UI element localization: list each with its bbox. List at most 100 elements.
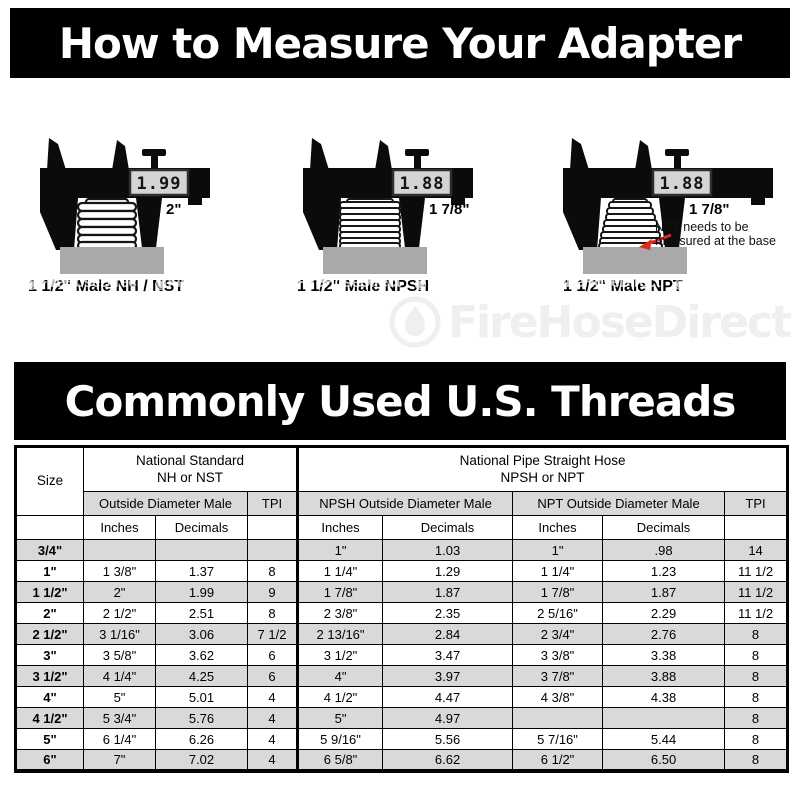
fitting-base <box>323 247 427 274</box>
column-header-od-male: Outside Diameter Male <box>83 491 248 516</box>
column-header-decimals: Decimals <box>602 515 726 540</box>
table-cell: 1 7/8" <box>296 581 384 603</box>
table-cell: 8 <box>724 644 789 666</box>
table-cell: 3 7/8" <box>512 665 604 687</box>
table-cell: 3.06 <box>155 623 248 645</box>
table-row: 3/4" 1" 1.03 1" .98 14 <box>15 539 789 561</box>
table-row: 3" 3 5/8" 3.62 6 3 1/2" 3.47 3 3/8" 3.38 8 <box>15 644 789 666</box>
table-cell: 5" <box>296 707 384 729</box>
table-cell: 2.29 <box>602 602 726 624</box>
table-cell: 8 <box>246 560 299 582</box>
table-cell: 5" <box>83 686 156 708</box>
table-cell: 1.03 <box>382 539 514 561</box>
column-header-size: Size <box>15 446 84 516</box>
table-cell: 4 <box>246 749 299 773</box>
table-row: 2" 2 1/2" 2.51 8 2 3/8" 2.35 2 5/16" 2.29 11 1/2 <box>15 602 789 624</box>
column-header-npt-od-male: NPT Outside Diameter Male <box>512 491 726 516</box>
table-cell: 5 3/4" <box>83 707 156 729</box>
caliper-illustration: 1.99 2" <box>40 138 210 274</box>
npt-annotation: NPT needs to be measured at the base <box>655 220 776 249</box>
table-cell: 4.47 <box>382 686 514 708</box>
caliper-display <box>391 168 453 197</box>
table-cell: 8 <box>724 707 789 729</box>
column-header-npsh-od-male: NPSH Outside Diameter Male <box>296 491 514 516</box>
firehosedirect-watermark: FireHoseDirect <box>388 291 792 353</box>
caliper-display-value: 1.88 <box>660 174 705 194</box>
table-cell: 1.99 <box>155 581 248 603</box>
page-title: How to Measure Your Adapter <box>58 18 742 68</box>
table-cell: 5.56 <box>382 728 514 750</box>
table-cell: 4 <box>246 728 299 750</box>
table-cell: 3.88 <box>602 665 726 687</box>
table-cell: 1 3/8" <box>83 560 156 582</box>
table-cell: 3 1/16" <box>83 623 156 645</box>
caliper-figure-npsh: 1.88 1 7/8" 1 1/2" Male NPSH <box>283 100 533 296</box>
table-header: Size National Standard NH or NST Nationa… <box>15 446 789 540</box>
table-cell: 3 3/8" <box>512 644 604 666</box>
table-cell: 2 3/4" <box>512 623 604 645</box>
table-cell <box>246 539 299 561</box>
table-cell: 9 <box>246 581 299 603</box>
table-cell: 3 1/2" <box>15 665 84 687</box>
table-cell: 4" <box>15 686 84 708</box>
caliper-caption: 1 1/2" Male NPT <box>563 278 683 295</box>
table-cell: 5 9/16" <box>296 728 384 750</box>
table-cell: 3.62 <box>155 644 248 666</box>
table-cell: 3.97 <box>382 665 514 687</box>
caliper-illustration: 1.88 1 7/8" <box>303 138 473 274</box>
table-cell: 3/4" <box>15 539 84 561</box>
table-cell: 1 1/2" <box>15 581 84 603</box>
table-cell: 5 7/16" <box>512 728 604 750</box>
table-cell: 2 13/16" <box>296 623 384 645</box>
group-label-line: National Pipe Straight Hose <box>459 452 626 468</box>
caliper-illustration: 1.88 1 7/8" <box>563 138 773 274</box>
table-cell: 4.97 <box>382 707 514 729</box>
table-cell: 3.38 <box>602 644 726 666</box>
column-group-national-pipe: National Pipe Straight Hose NPSH or NPT <box>296 446 789 492</box>
table-cell: 3" <box>15 644 84 666</box>
table-cell: 8 <box>724 623 789 645</box>
measurement-label: 2" <box>166 201 181 218</box>
table-cell: 5.01 <box>155 686 248 708</box>
table-cell: 2.76 <box>602 623 726 645</box>
table-cell: 11 1/2 <box>724 560 789 582</box>
caliper-display-value: 1.99 <box>137 174 182 194</box>
column-header-blank <box>724 515 789 540</box>
table-cell: 6 1/4" <box>83 728 156 750</box>
table-cell: 1 1/4" <box>512 560 604 582</box>
fitting-base <box>583 247 687 274</box>
caliper-figure-nh-nst: 1.99 2" 1 1/2" Male NH / NST <box>20 100 270 296</box>
table-cell: 3 1/2" <box>296 644 384 666</box>
table-cell: 6 5/8" <box>296 749 384 773</box>
table-cell: 6.62 <box>382 749 514 773</box>
table-cell <box>602 707 726 729</box>
table-cell: 3.47 <box>382 644 514 666</box>
watermark-brand-text: FireHoseDirect <box>448 296 792 348</box>
table-cell: 1.29 <box>382 560 514 582</box>
annotation-arrow-icon <box>639 233 672 250</box>
table-cell: 5.76 <box>155 707 248 729</box>
column-header-inches: Inches <box>512 515 604 540</box>
male-thread <box>339 198 401 250</box>
table-cell: 1 1/4" <box>296 560 384 582</box>
table-cell <box>83 539 156 561</box>
table-cell: 2.35 <box>382 602 514 624</box>
table-cell: 4.25 <box>155 665 248 687</box>
table-cell: 6" <box>15 749 84 773</box>
table-cell: .98 <box>602 539 726 561</box>
table-cell: 2 1/2" <box>83 602 156 624</box>
group-label-line: National Standard <box>135 452 245 468</box>
table-cell: 4 <box>246 686 299 708</box>
table-row: 6" 7" 7.02 4 6 5/8" 6.62 6 1/2" 6.50 8 <box>15 749 789 773</box>
column-header-decimals: Decimals <box>382 515 514 540</box>
measurement-label: 1 7/8" <box>689 201 729 218</box>
group-label-line: NH or NST <box>157 469 224 485</box>
fitting-base <box>60 247 164 274</box>
measurement-label: 1 7/8" <box>429 201 469 218</box>
table-cell: 6 1/2" <box>512 749 604 773</box>
table-cell: 14 <box>724 539 789 561</box>
table-cell: 8 <box>724 665 789 687</box>
caliper-caption: 1 1/2" Male NH / NST <box>28 278 185 295</box>
table-cell: 1" <box>512 539 604 561</box>
table-cell: 1" <box>296 539 384 561</box>
